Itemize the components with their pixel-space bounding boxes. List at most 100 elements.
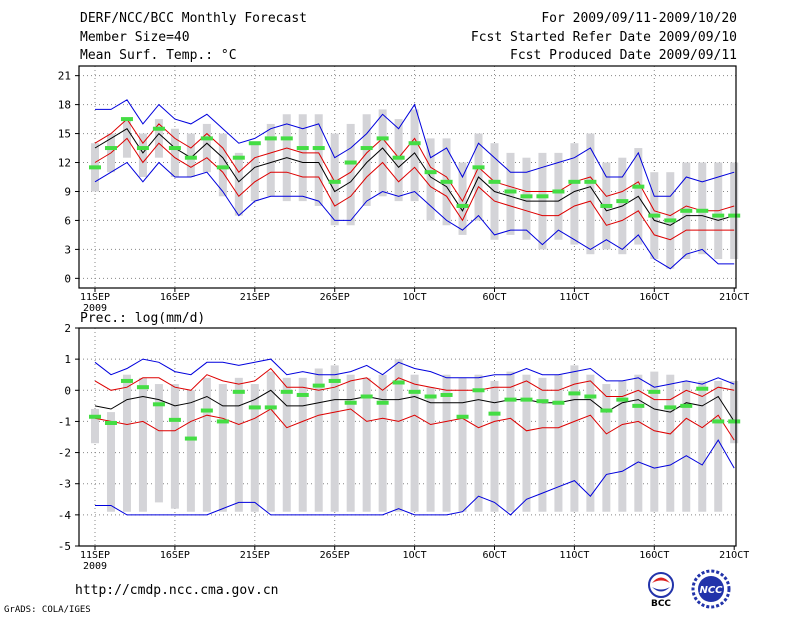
- spread-box: [554, 152, 563, 240]
- x-tick-label: 6OCT: [482, 550, 506, 561]
- x-tick-label: 21SEP: [240, 292, 270, 303]
- spread-box: [730, 380, 739, 444]
- spread-box: [714, 380, 723, 512]
- obs-marker: [264, 405, 277, 410]
- obs-marker: [600, 203, 613, 208]
- y-tick-label: 3: [64, 243, 71, 256]
- obs-marker: [392, 155, 405, 160]
- obs-marker: [648, 213, 661, 218]
- obs-marker: [360, 146, 373, 151]
- obs-marker: [296, 146, 309, 151]
- spread-box: [426, 387, 435, 512]
- source-url[interactable]: http://cmdp.ncc.cma.gov.cn: [75, 583, 279, 598]
- x-year-label: 2009: [83, 303, 107, 314]
- spread-box: [186, 133, 195, 177]
- y-tick-label: 15: [58, 128, 71, 141]
- y-tick-label: 9: [64, 185, 71, 198]
- obs-marker: [328, 179, 341, 184]
- obs-marker: [120, 378, 133, 383]
- spread-box: [266, 371, 275, 512]
- obs-marker: [232, 155, 245, 160]
- obs-marker: [152, 402, 165, 407]
- spread-box: [154, 384, 163, 503]
- plot-frame: [78, 65, 737, 289]
- spread-box: [298, 114, 307, 202]
- spread-box: [170, 384, 179, 509]
- obs-marker: [632, 403, 645, 408]
- x-tick-label: 21OCT: [719, 550, 749, 561]
- x-tick-label: 16SEP: [160, 292, 190, 303]
- obs-marker: [280, 389, 293, 394]
- spread-box: [458, 162, 467, 235]
- forecast-period: For 2009/09/11-2009/10/20: [541, 11, 737, 26]
- spread-box: [682, 380, 691, 512]
- obs-marker: [712, 213, 725, 218]
- variable-label: Mean Surf. Temp.: °C: [80, 48, 237, 63]
- series-line-upper: [94, 367, 735, 401]
- obs-marker: [216, 419, 229, 424]
- obs-marker: [728, 419, 741, 424]
- obs-marker: [440, 392, 453, 397]
- spread-box: [218, 133, 227, 197]
- obs-marker: [328, 378, 341, 383]
- obs-marker: [136, 385, 149, 390]
- bcc-logo: BCC: [648, 572, 674, 608]
- obs-marker: [504, 189, 517, 194]
- y-tick-label: -5: [58, 540, 71, 553]
- y-tick-label: -1: [58, 415, 71, 428]
- y-tick-label: -4: [58, 509, 72, 522]
- obs-marker: [424, 394, 437, 399]
- x-tick-label: 11SEP: [80, 292, 110, 303]
- y-tick-label: 6: [64, 214, 71, 227]
- spread-box: [410, 109, 419, 202]
- chart-title: DERF/NCC/BCC Monthly Forecast: [80, 11, 307, 26]
- obs-marker: [568, 391, 581, 396]
- obs-marker: [440, 179, 453, 184]
- obs-marker: [248, 141, 261, 146]
- x-tick-label: 21SEP: [240, 550, 270, 561]
- spread-box: [362, 114, 371, 206]
- x-tick-label: 1OCT: [403, 550, 427, 561]
- spread-box: [314, 114, 323, 206]
- obs-marker: [616, 199, 629, 204]
- x-tick-label: 16OCT: [639, 550, 669, 561]
- obs-marker: [392, 380, 405, 385]
- obs-marker: [712, 419, 725, 424]
- obs-marker: [216, 165, 229, 170]
- spread-box: [586, 133, 595, 255]
- forecast-produced-date: Fcst Produced Date 2009/09/11: [510, 48, 737, 63]
- spread-box: [234, 152, 243, 216]
- y-tick-label: 0: [64, 384, 71, 397]
- obs-marker: [488, 411, 501, 416]
- obs-marker: [104, 146, 117, 151]
- obs-marker: [104, 420, 117, 425]
- spread-box: [346, 374, 355, 512]
- series-line-lower: [94, 408, 735, 441]
- obs-marker: [696, 208, 709, 213]
- spread-box: [506, 152, 515, 235]
- obs-marker: [296, 392, 309, 397]
- series-line-min: [94, 161, 735, 270]
- obs-marker: [488, 179, 501, 184]
- obs-marker: [376, 136, 389, 141]
- obs-marker: [344, 400, 357, 405]
- obs-marker: [552, 400, 565, 405]
- obs-marker: [344, 160, 357, 165]
- obs-marker: [408, 141, 421, 146]
- spread-box: [458, 377, 467, 512]
- y-tick-label: 1: [64, 353, 71, 366]
- plot-frame: [78, 327, 737, 547]
- obs-marker: [232, 389, 245, 394]
- spread-box: [330, 133, 339, 226]
- obs-marker: [504, 397, 517, 402]
- obs-marker: [89, 414, 101, 419]
- spread-box: [442, 374, 451, 512]
- spread-box: [426, 138, 435, 221]
- spread-box: [250, 384, 259, 512]
- obs-marker: [168, 417, 181, 422]
- spread-box: [362, 377, 371, 512]
- spread-box: [522, 374, 531, 512]
- series-line-min: [95, 439, 735, 516]
- obs-marker: [648, 389, 661, 394]
- y-tick-label: 21: [58, 70, 71, 83]
